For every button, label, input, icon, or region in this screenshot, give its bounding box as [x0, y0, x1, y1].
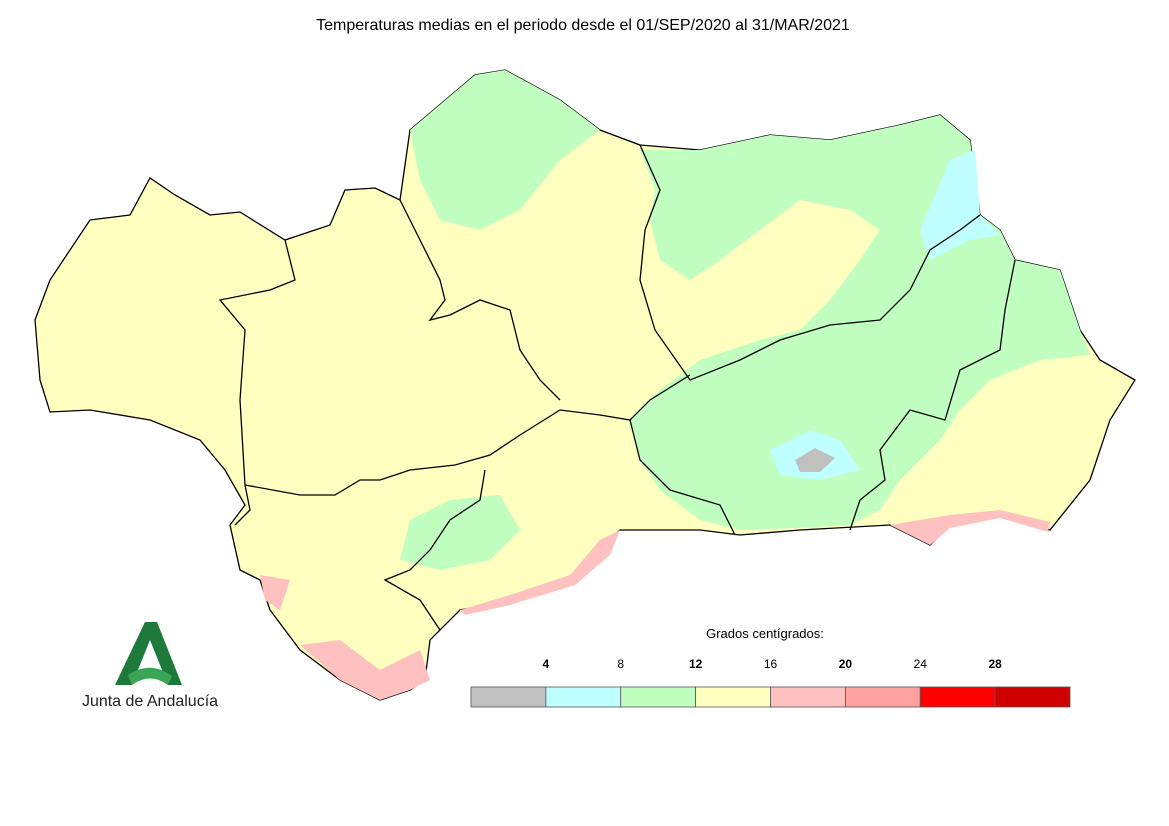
legend-swatch	[994, 686, 1071, 708]
cool-zone	[410, 70, 600, 230]
legend-tick-label: 24	[914, 657, 928, 671]
legend-swatch	[620, 686, 697, 708]
legend-tick-label: 20	[839, 657, 853, 671]
cool-zone	[400, 495, 520, 570]
legend-swatch	[545, 686, 622, 708]
legend-swatch	[470, 686, 547, 708]
province-border	[218, 239, 691, 496]
logo-text: Junta de Andalucía	[82, 693, 218, 710]
logo-mark	[128, 667, 172, 685]
legend-swatch	[919, 686, 996, 708]
warm-coast	[890, 510, 1050, 545]
province-border	[639, 144, 981, 381]
legend-swatch	[844, 686, 921, 708]
logo-mark	[115, 622, 182, 685]
cold-zone	[920, 150, 1000, 260]
province-border	[849, 259, 1016, 531]
warm-coast	[460, 530, 620, 615]
province-border	[383, 469, 486, 631]
province-border	[234, 484, 251, 526]
legend-title: Grados centígrados:	[706, 626, 824, 641]
legend-swatch	[695, 686, 771, 708]
map	[34, 69, 1136, 701]
legend-tick-label: 8	[617, 657, 624, 671]
warm-coast	[260, 575, 430, 700]
legend-tick-label: 4	[543, 657, 550, 671]
province-border	[629, 419, 736, 536]
legend-tick-label: 28	[988, 657, 1002, 671]
province-border	[399, 199, 561, 401]
legend-tick-label: 16	[764, 657, 778, 671]
logo: Junta de Andalucía	[82, 622, 218, 710]
legend: Grados centígrados: 4 8 12 16 20 24 28	[470, 626, 1071, 708]
legend-swatch	[770, 686, 846, 708]
legend-tick-label: 12	[689, 657, 703, 671]
coldest-zone	[795, 448, 835, 472]
map-title: Temperaturas medias en el periodo desde …	[316, 17, 850, 34]
